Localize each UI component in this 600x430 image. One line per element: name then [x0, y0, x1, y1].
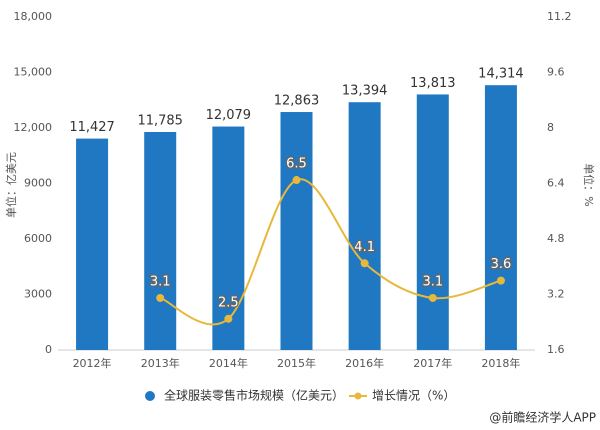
y2-axis-label: 单位：%	[582, 163, 596, 206]
y-tick-label: 6000	[24, 232, 52, 245]
bar	[416, 94, 449, 350]
legend-label: 增长情况（%）	[372, 389, 455, 403]
source: @前瞻经济学人APP	[489, 410, 596, 425]
line-label: 3.6	[491, 257, 512, 272]
bar-label: 14,314	[478, 67, 524, 82]
line-point	[224, 314, 233, 323]
bar-label: 12,863	[274, 94, 320, 109]
bar-label: 11,785	[137, 113, 183, 128]
line-label: 2.5	[218, 295, 239, 310]
x-tick-label: 2016年	[345, 356, 384, 370]
y2-tick-label: 3.2	[547, 288, 565, 301]
line-point	[360, 259, 369, 268]
bar-label: 13,394	[342, 84, 388, 99]
legend-swatch	[354, 392, 362, 400]
x-tick-label: 2013年	[141, 356, 180, 370]
x-tick-label: 2017年	[413, 356, 452, 370]
y2-tick-label: 8	[547, 121, 554, 134]
line-point	[292, 176, 301, 185]
line-label: 4.1	[354, 240, 375, 255]
bar	[484, 85, 517, 350]
x-tick-label: 2018年	[481, 356, 520, 370]
y2-tick-label: 9.6	[547, 66, 565, 79]
x-tick-label: 2014年	[209, 356, 248, 370]
y-tick-label: 0	[45, 343, 52, 356]
line-label: 3.1	[150, 274, 171, 289]
legend-label: 全球服装零售市场规模（亿美元）	[164, 388, 344, 403]
x-tick-label: 2015年	[277, 356, 316, 370]
y2-tick-label: 4.8	[547, 232, 565, 245]
bar	[348, 102, 381, 350]
bar	[144, 131, 177, 350]
bar-label: 11,427	[69, 120, 115, 135]
legend-swatch	[145, 391, 155, 401]
x-tick-label: 2012年	[73, 356, 112, 370]
bar-label: 13,813	[410, 76, 456, 91]
bar	[76, 138, 109, 350]
bar	[212, 126, 245, 350]
y-axis-label: 单位：亿美元	[4, 152, 18, 218]
line-label: 6.5	[286, 157, 307, 172]
y2-tick-label: 6.4	[547, 177, 565, 190]
line-point	[156, 293, 165, 302]
bar-label: 12,079	[206, 108, 252, 123]
y2-tick-label: 1.6	[547, 343, 565, 356]
y-tick-label: 18,000	[14, 10, 53, 23]
line-point	[496, 276, 505, 285]
line-label: 3.1	[422, 274, 443, 289]
y-tick-label: 3000	[24, 288, 52, 301]
bar	[280, 112, 313, 350]
line	[159, 178, 502, 326]
y-tick-label: 9000	[24, 177, 52, 190]
y2-tick-label: 11.2	[547, 10, 572, 23]
y-tick-label: 15,000	[14, 66, 53, 79]
y-tick-label: 12,000	[14, 121, 53, 134]
line-point	[428, 293, 437, 302]
